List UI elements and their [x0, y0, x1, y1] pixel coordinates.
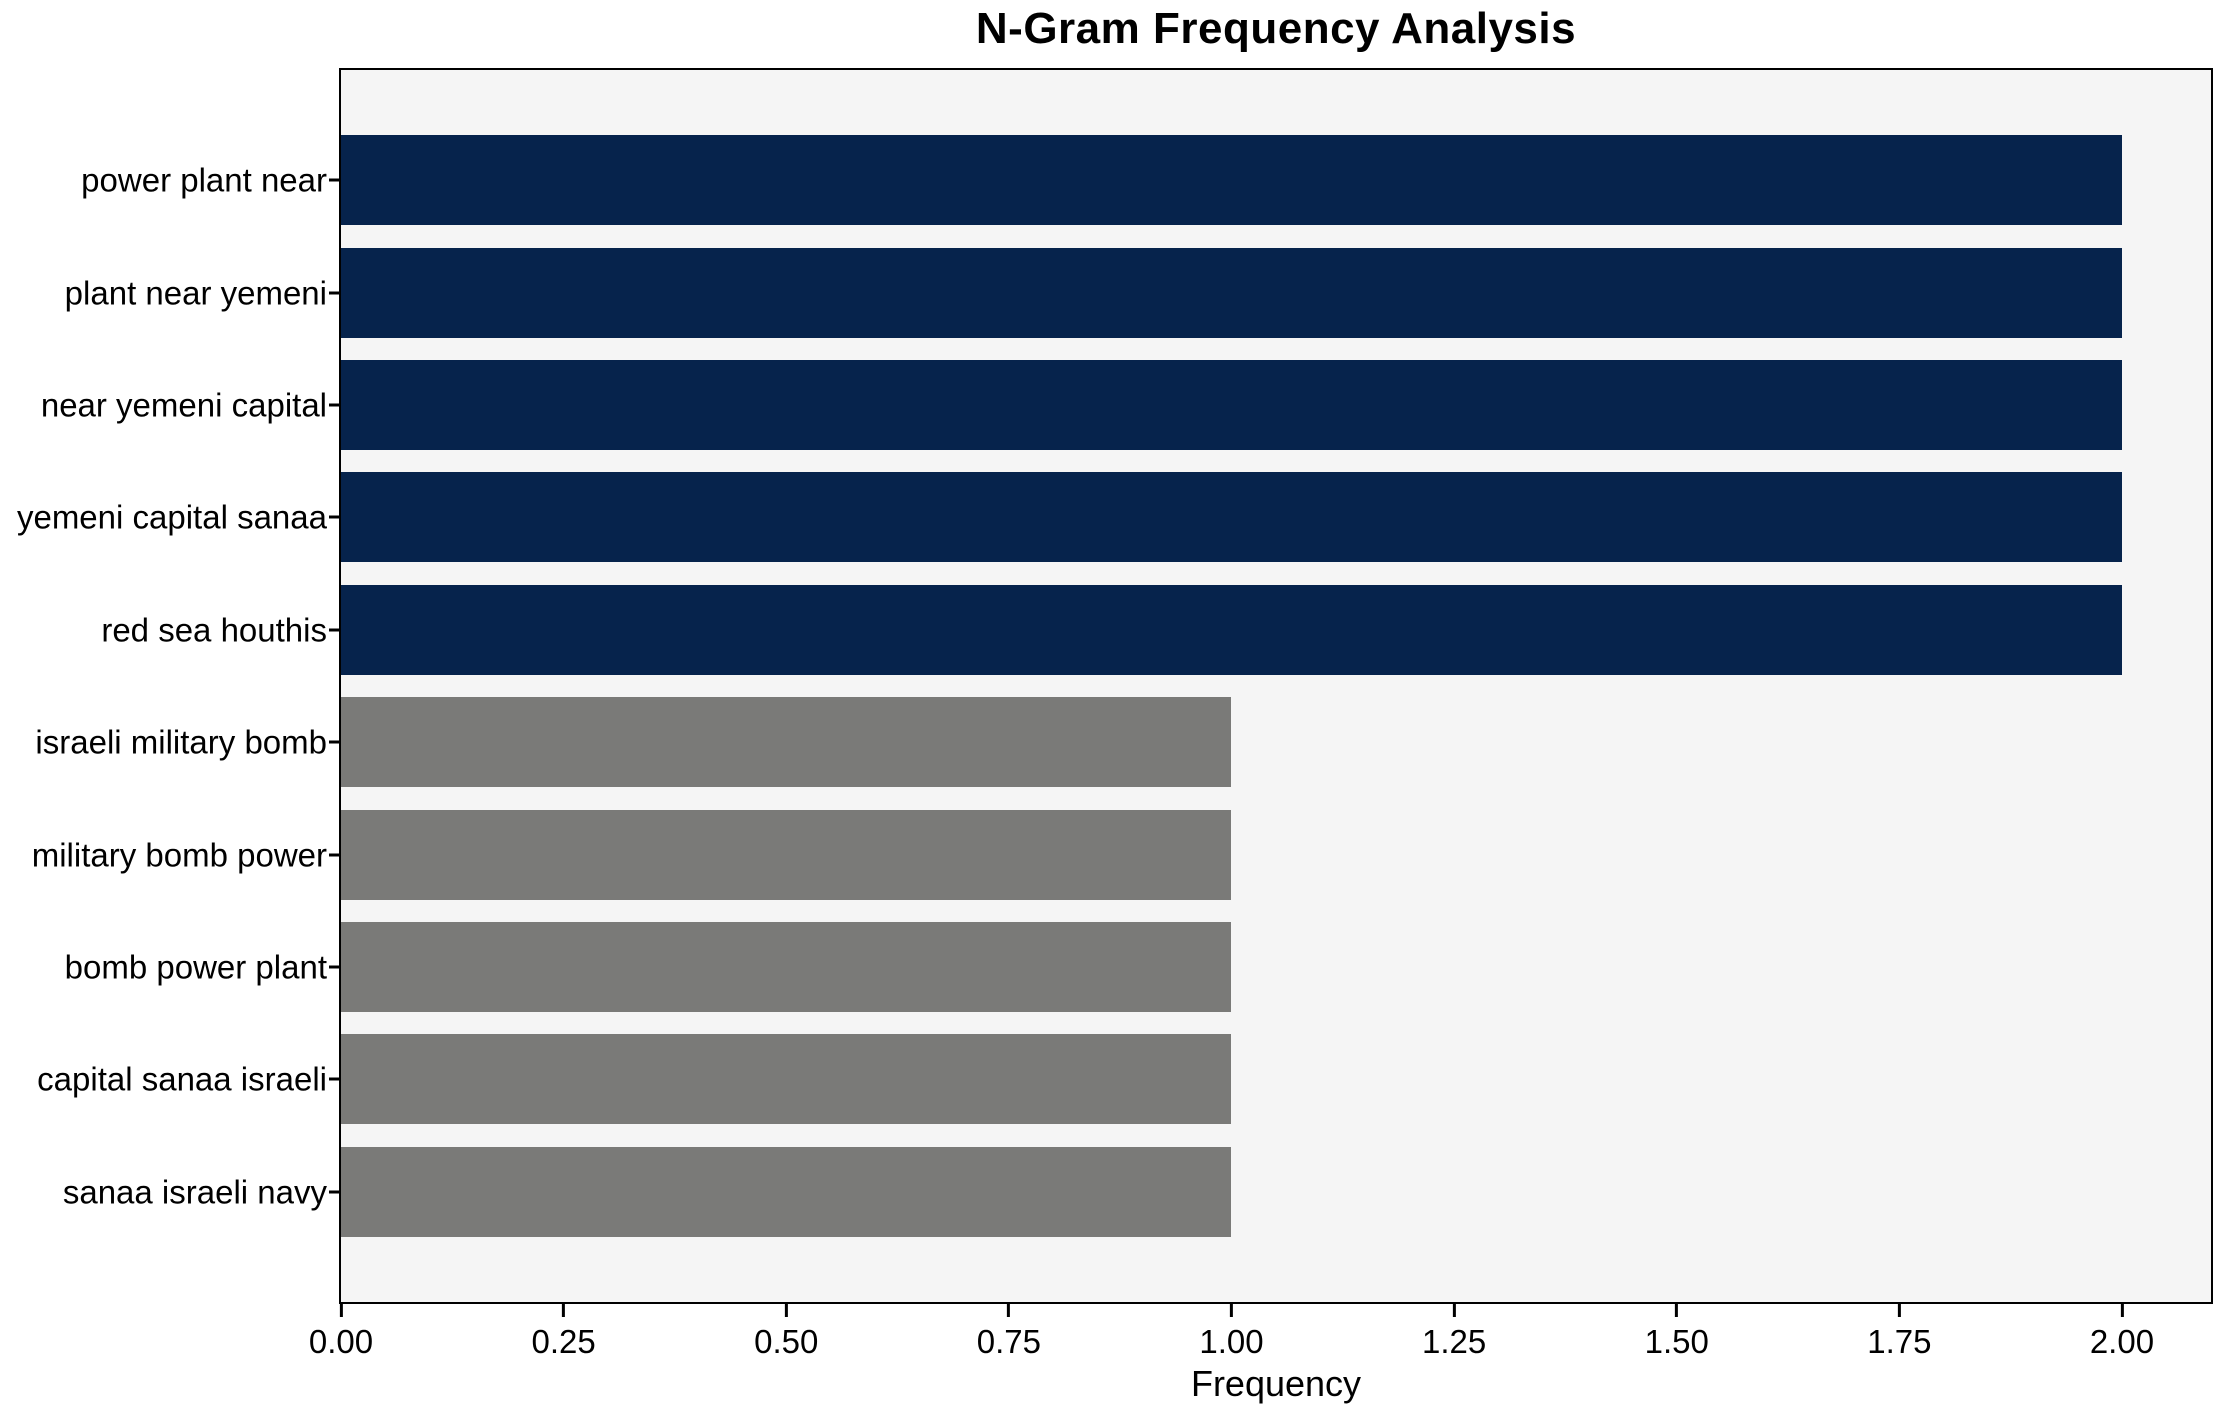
bar-row: red sea houthis [101, 574, 2211, 686]
x-tick-mark [1675, 1304, 1679, 1317]
chart-title: N-Gram Frequency Analysis [975, 4, 1577, 53]
x-tick-label: 0.75 [976, 1323, 1041, 1360]
x-tick: 1.25 [1422, 1304, 1486, 1358]
bar-row: bomb power plant [65, 911, 2211, 1023]
x-tick-mark [2120, 1304, 2124, 1317]
bar-row: yemeni capital sanaa [17, 461, 2211, 573]
x-tick: 1.50 [1645, 1304, 1709, 1358]
bar-row: capital sanaa israeli [37, 1023, 2211, 1135]
bar [341, 247, 2122, 338]
x-tick: 0.50 [754, 1304, 818, 1358]
y-axis-label: power plant near [81, 161, 327, 199]
x-tick-mark [1007, 1304, 1011, 1317]
bar-row: israeli military bomb [35, 686, 2211, 798]
x-tick-mark [562, 1304, 566, 1317]
x-tick-label: 0.25 [531, 1323, 596, 1360]
y-axis-label: israeli military bomb [35, 723, 327, 761]
y-axis-label: sanaa israeli navy [62, 1173, 327, 1211]
x-tick: 0.00 [309, 1304, 373, 1358]
x-tick-mark [1897, 1304, 1901, 1317]
x-tick: 1.00 [1199, 1304, 1264, 1360]
bar [341, 922, 1232, 1012]
bar [341, 1146, 1232, 1237]
bar [341, 360, 2122, 450]
bar-row: near yemeni capital [41, 349, 2211, 461]
x-tick-mark [784, 1304, 788, 1317]
bar-row: power plant near [81, 124, 2211, 236]
x-axis-ticks: 0.00 0.25 0.50 0.75 1.00 1.25 1.50 1.75 … [309, 1304, 2211, 1414]
bar [341, 472, 2122, 563]
bar-row: plant near yemeni [65, 236, 2211, 348]
x-tick-mark [1452, 1304, 1456, 1317]
x-tick-label: 0.00 [308, 1323, 374, 1360]
bar [341, 135, 2122, 226]
x-tick-label: 0.50 [754, 1323, 819, 1360]
x-tick-label: 1.75 [1867, 1323, 1932, 1360]
bar [341, 584, 2122, 675]
x-tick: 2.00 [2090, 1304, 2154, 1358]
x-axis-label: Frequency [1190, 1363, 1362, 1404]
y-tick-mark [329, 515, 339, 519]
y-tick-mark [329, 291, 339, 295]
x-tick: 1.75 [1867, 1304, 1931, 1358]
x-tick: 0.25 [531, 1304, 596, 1360]
x-tick-label: 1.25 [1421, 1323, 1487, 1360]
x-tick-label: 1.00 [1199, 1323, 1264, 1360]
bar-row: military bomb power [32, 798, 2211, 910]
y-tick-mark [329, 1077, 339, 1081]
y-tick-mark [329, 403, 339, 407]
y-tick-mark [329, 853, 339, 857]
y-tick-mark [329, 740, 339, 744]
x-tick-label: 2.00 [2089, 1323, 2155, 1360]
x-tick: 0.75 [977, 1304, 1041, 1358]
y-tick-mark [329, 1190, 339, 1194]
y-axis-label: bomb power plant [64, 948, 327, 986]
bar [341, 697, 1232, 788]
y-axis-label: plant near yemeni [64, 274, 327, 312]
x-tick-label: 1.50 [1644, 1323, 1709, 1360]
x-tick-mark [339, 1304, 343, 1317]
bar [341, 1034, 1232, 1125]
y-tick-mark [329, 628, 339, 632]
bars-container: power plant near plant near yemeni near … [17, 124, 2211, 1248]
bar-row: sanaa israeli navy [63, 1136, 2211, 1248]
y-axis-label: yemeni capital sanaa [16, 498, 327, 536]
plot-area: power plant near plant near yemeni near … [17, 68, 2213, 1304]
y-axis-label: capital sanaa israeli [37, 1060, 327, 1098]
x-tick-mark [1229, 1304, 1233, 1317]
y-axis-label: red sea houthis [101, 611, 327, 649]
y-tick-mark [329, 178, 339, 182]
y-axis-label: military bomb power [31, 836, 327, 874]
y-axis-label: near yemeni capital [40, 386, 327, 424]
bar [341, 809, 1232, 900]
y-tick-mark [329, 965, 339, 969]
